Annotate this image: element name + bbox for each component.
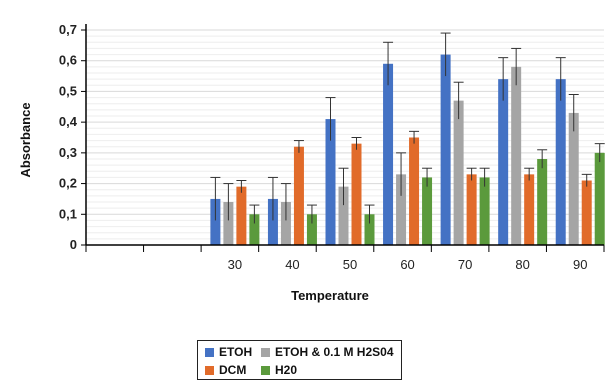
bar (568, 112, 579, 245)
bar (524, 174, 535, 245)
y-tick-label: 0,1 (59, 206, 77, 221)
bar (466, 174, 477, 245)
bar (537, 159, 548, 245)
y-tick-label: 0,2 (59, 176, 77, 191)
bar (306, 214, 317, 245)
bar (249, 214, 260, 245)
bar (422, 177, 433, 245)
bar (396, 174, 407, 245)
bar (325, 119, 336, 245)
bar (440, 54, 451, 246)
bar (210, 198, 221, 245)
bar (594, 152, 605, 245)
legend-label-h20: H20 (275, 363, 298, 377)
bars (210, 32, 605, 246)
legend-swatch-etoh-h2so4 (261, 347, 270, 357)
legend-label-etoh-h2so4: ETOH & 0.1 M H2S04 (275, 345, 394, 359)
y-tick-label: 0,3 (59, 145, 77, 160)
legend-swatch-etoh (205, 347, 214, 357)
bar (364, 214, 375, 245)
bar (453, 100, 464, 246)
bar (280, 202, 291, 245)
x-tick-label: 40 (285, 257, 299, 272)
bar (555, 79, 566, 246)
bar (498, 79, 509, 246)
x-tick-label: 60 (400, 257, 414, 272)
bar (223, 202, 234, 245)
y-tick-label: 0 (70, 237, 77, 252)
x-tick-label: 50 (343, 257, 357, 272)
y-tick-label: 0,5 (59, 83, 77, 98)
bar (236, 186, 247, 245)
bar (511, 66, 522, 245)
y-tick-label: 0,4 (59, 114, 78, 129)
legend-item-etoh-h2so4: ETOH & 0.1 M H2S04 (261, 345, 394, 359)
x-axis-title: Temperature (291, 288, 369, 303)
bar (581, 180, 592, 245)
legend-item-dcm: DCM (205, 363, 246, 377)
bar (351, 143, 362, 245)
legend-swatch-dcm (205, 365, 214, 375)
bar (383, 63, 394, 246)
legend-label-dcm: DCM (219, 363, 247, 377)
legend-swatch-h20 (261, 365, 270, 375)
bar (479, 177, 490, 245)
bar (338, 186, 349, 245)
axes: 0 0,1 0,2 0,3 0,4 0,5 0,6 0,7 30 40 50 60 70 80 90 (59, 22, 605, 272)
y-tick-label: 0,7 (59, 22, 77, 37)
x-tick-label: 70 (458, 257, 472, 272)
y-axis-title: Absorbance (18, 102, 33, 177)
x-tick-label: 90 (573, 257, 587, 272)
x-tick-label: 80 (515, 257, 529, 272)
legend-label-etoh: ETOH (219, 345, 253, 359)
legend: ETOH ETOH & 0.1 M H2S04 DCM H20 (197, 340, 402, 380)
bar (293, 146, 304, 245)
bar (267, 198, 278, 245)
x-tick-label: 30 (228, 257, 242, 272)
bar (409, 137, 420, 245)
legend-item-etoh: ETOH (205, 345, 252, 359)
legend-item-h20: H20 (261, 363, 297, 377)
y-tick-label: 0,6 (59, 53, 77, 68)
